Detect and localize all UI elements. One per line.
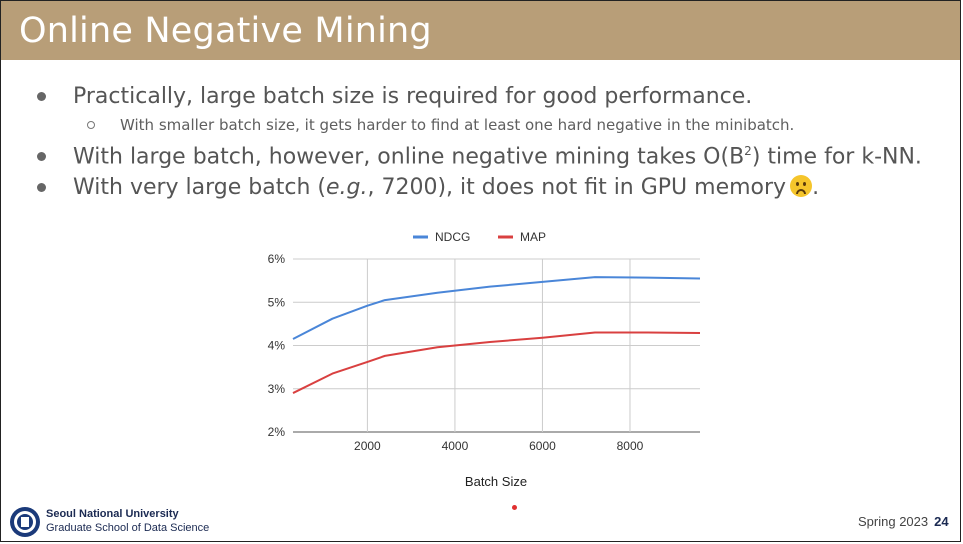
- x-tick-label: 2000: [354, 439, 381, 453]
- university-logo-icon: [10, 507, 40, 537]
- bullet-3-text-b: , 7200), it does not fit in GPU memory: [367, 175, 787, 200]
- legend-label: NDCG: [435, 230, 470, 244]
- y-tick-label: 3%: [268, 382, 286, 396]
- bullet-2-text-b: ) time for k-NN.: [751, 144, 922, 170]
- y-tick-label: 6%: [268, 252, 286, 266]
- bullet-dot: [37, 92, 46, 101]
- bullet-dot: [37, 183, 46, 192]
- bullet-3: With very large batch (e.g., 7200), it d…: [73, 175, 819, 200]
- legend-label: MAP: [520, 230, 546, 244]
- series-line-map: [292, 331, 701, 394]
- footer-organization: Seoul National University Graduate Schoo…: [46, 507, 209, 535]
- sad-face-icon: [790, 175, 813, 197]
- y-tick-label: 4%: [268, 339, 286, 353]
- footer-right: Spring 2023 24: [858, 514, 949, 529]
- bullet-dot: [37, 152, 46, 161]
- y-tick-label: 5%: [268, 295, 286, 309]
- page-number: 24: [934, 514, 949, 529]
- series-line-ndcg: [292, 276, 701, 340]
- footer-org-dept: Graduate School of Data Science: [46, 522, 210, 534]
- pointer-dot: [512, 505, 517, 510]
- title-bar: Online Negative Mining: [1, 1, 960, 60]
- footer-term: Spring 2023: [858, 514, 929, 529]
- bullet-3-period: .: [812, 175, 820, 200]
- bullet-3-italic: e.g.: [326, 175, 368, 200]
- x-tick-label: 6000: [529, 439, 556, 453]
- x-tick-label: 4000: [442, 439, 469, 453]
- x-tick-label: 8000: [617, 439, 644, 453]
- sub-bullet-1: With smaller batch size, it gets harder …: [120, 116, 795, 134]
- page-title: Online Negative Mining: [19, 11, 432, 51]
- footer-org-name: Seoul National University: [46, 508, 179, 520]
- bullet-3-text-a: With very large batch (: [73, 175, 326, 200]
- bullet-2: With large batch, however, online negati…: [73, 144, 922, 169]
- sub-bullet-circle: [87, 121, 95, 129]
- x-axis-label: Batch Size: [465, 474, 527, 489]
- y-tick-label: 2%: [268, 425, 286, 439]
- superscript-2: 2: [744, 144, 752, 158]
- bullet-1: Practically, large batch size is require…: [73, 84, 753, 109]
- bullet-2-text-a: With large batch, however, online negati…: [73, 144, 745, 170]
